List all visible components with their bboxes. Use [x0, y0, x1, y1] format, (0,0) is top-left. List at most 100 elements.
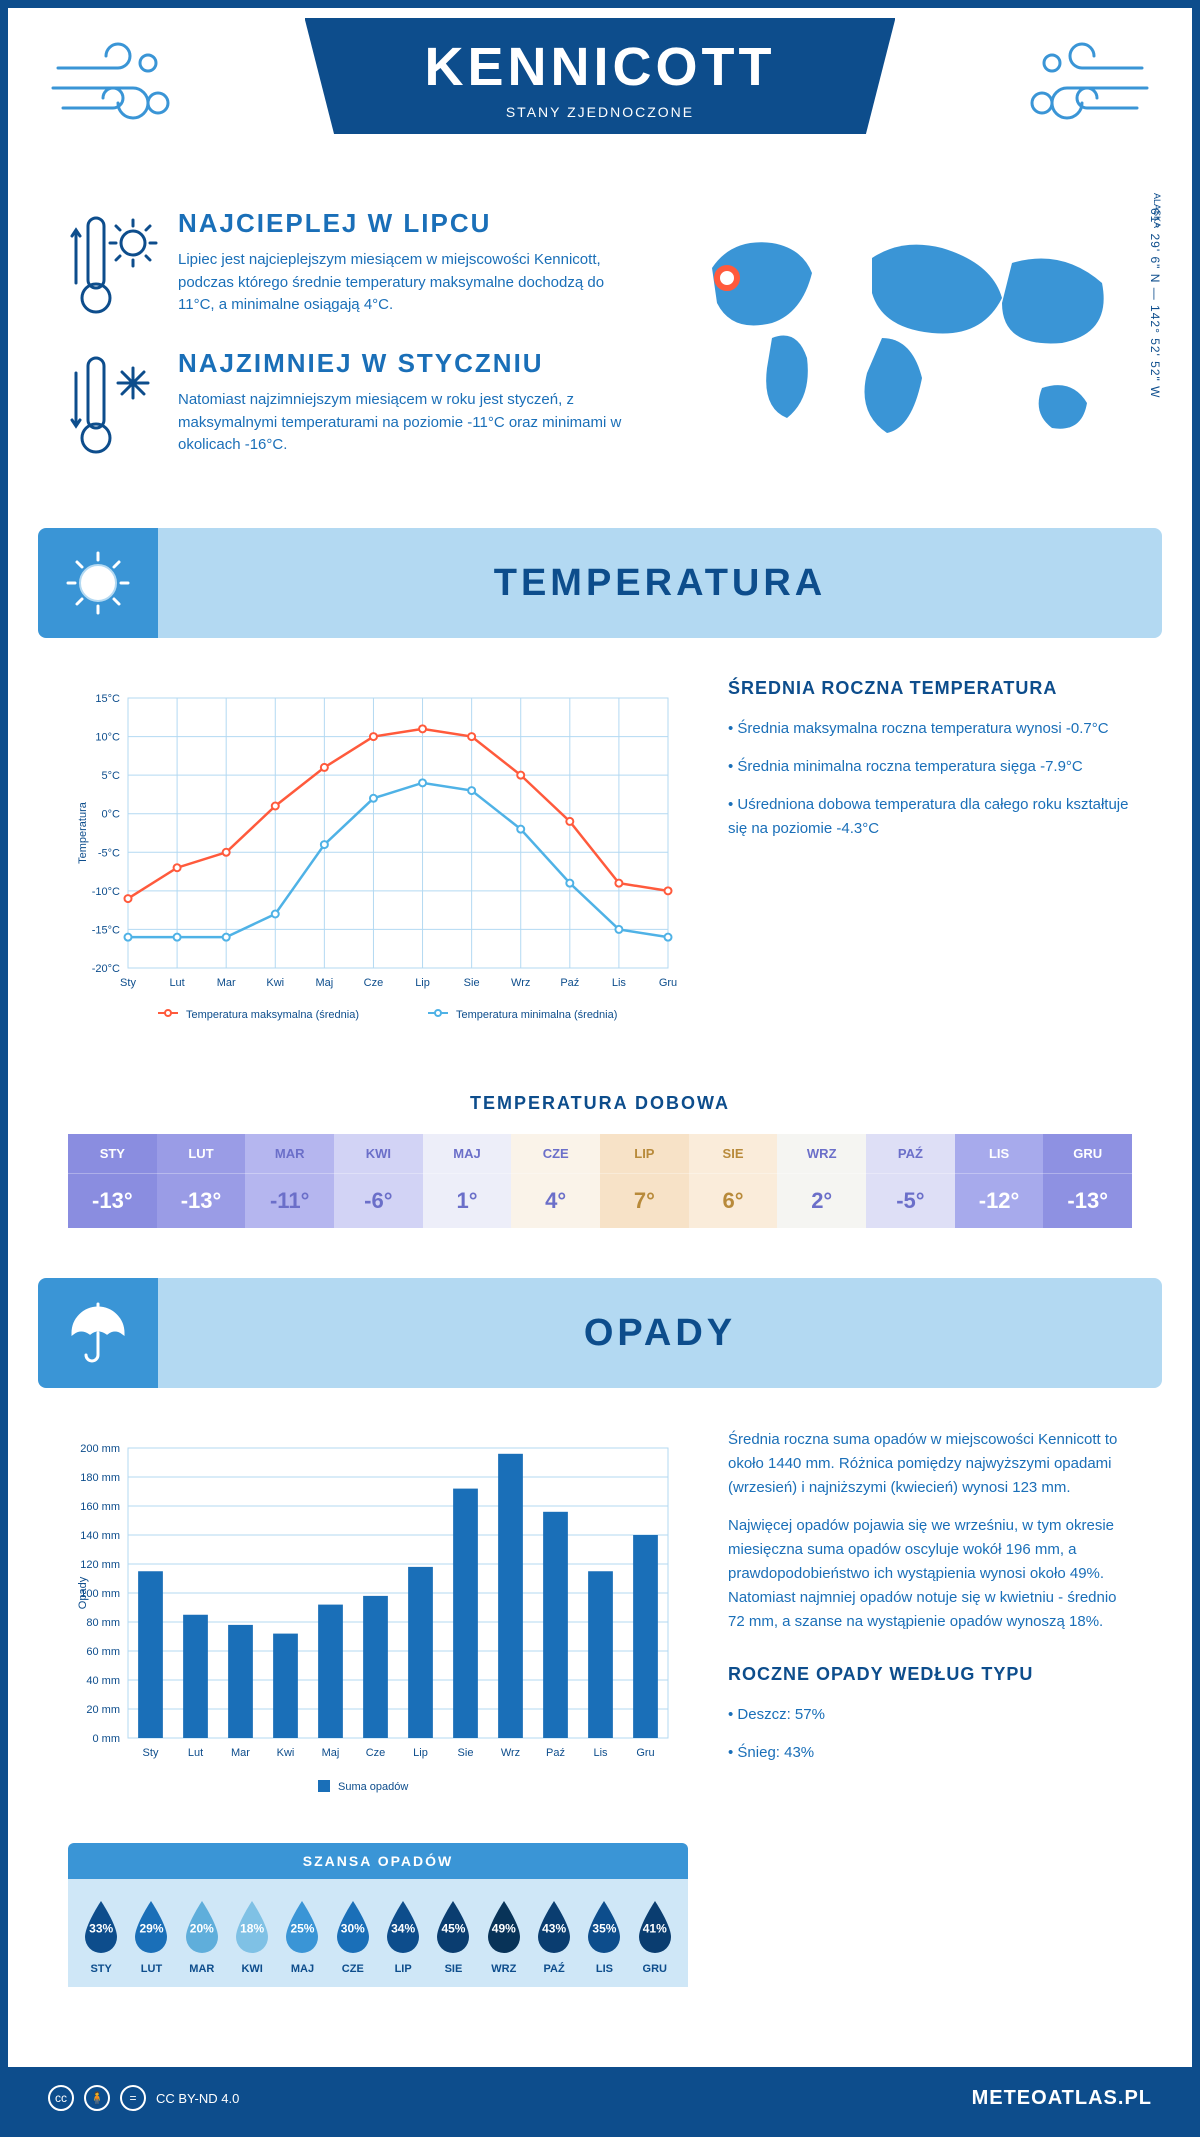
drop-icon: 18% — [230, 1899, 274, 1955]
thermometer-hot-icon — [68, 208, 158, 318]
intro-section: NAJCIEPLEJ W LIPCU Lipiec jest najcieple… — [8, 208, 1192, 528]
drop-icon: 30% — [331, 1899, 375, 1955]
svg-text:-20°C: -20°C — [92, 963, 120, 975]
world-map: ALASKA 61° 29' 6" N — 142° 52' 52" W — [672, 208, 1132, 488]
svg-text:60 mm: 60 mm — [86, 1646, 120, 1658]
thermometer-cold-icon — [68, 348, 158, 458]
precip-title: OPADY — [158, 1312, 1162, 1355]
coldest-text: Natomiast najzimniejszym miesiącem w rok… — [178, 389, 632, 457]
svg-text:15°C: 15°C — [95, 693, 120, 705]
precip-chance-row: 33% STY 29% LUT 20% MAR 18% KWI — [68, 1879, 688, 1987]
drop-icon: 35% — [582, 1899, 626, 1955]
svg-text:Temperatura minimalna (średnia: Temperatura minimalna (średnia) — [456, 1009, 617, 1021]
daily-temp-title: TEMPERATURA DOBOWA — [8, 1093, 1192, 1114]
daily-temp-col: KWI-6° — [334, 1134, 423, 1228]
precip-chance-col: 43% PAŹ — [531, 1899, 577, 1975]
daily-temp-col: PAŹ-5° — [866, 1134, 955, 1228]
svg-text:-10°C: -10°C — [92, 886, 120, 898]
precip-info: Średnia roczna suma opadów w miejscowośc… — [728, 1428, 1132, 1987]
temperature-section-header: TEMPERATURA — [38, 528, 1162, 638]
precip-snow: • Śnieg: 43% — [728, 1741, 1132, 1765]
temp-bullet: • Średnia minimalna roczna temperatura s… — [728, 755, 1132, 779]
daily-temp-col: WRZ2° — [777, 1134, 866, 1228]
chance-title: SZANSA OPADÓW — [68, 1843, 688, 1879]
svg-text:Kwi: Kwi — [277, 1747, 295, 1759]
svg-text:Gru: Gru — [659, 977, 677, 989]
hottest-title: NAJCIEPLEJ W LIPCU — [178, 208, 632, 239]
precip-chance-col: 34% LIP — [380, 1899, 426, 1975]
daily-temp-col: CZE4° — [511, 1134, 600, 1228]
svg-text:80 mm: 80 mm — [86, 1617, 120, 1629]
temperature-info: ŚREDNIA ROCZNA TEMPERATURA • Średnia mak… — [728, 678, 1132, 1043]
precip-text: Najwięcej opadów pojawia się we wrześniu… — [728, 1514, 1132, 1634]
location-title: KENNICOTT — [425, 36, 776, 98]
precip-chance-col: 49% WRZ — [481, 1899, 527, 1975]
svg-text:-5°C: -5°C — [98, 847, 120, 859]
temp-bullet: • Uśredniona dobowa temperatura dla całe… — [728, 793, 1132, 841]
country-subtitle: STANY ZJEDNOCZONE — [425, 104, 776, 120]
precip-chance-col: 35% LIS — [581, 1899, 627, 1975]
svg-text:Mar: Mar — [231, 1747, 250, 1759]
svg-text:-15°C: -15°C — [92, 924, 120, 936]
drop-icon: 29% — [129, 1899, 173, 1955]
svg-text:Kwi: Kwi — [266, 977, 284, 989]
daily-temp-table: STY-13°LUT-13°MAR-11°KWI-6°MAJ1°CZE4°LIP… — [68, 1134, 1132, 1228]
hottest-text: Lipiec jest najcieplejszym miesiącem w m… — [178, 249, 632, 317]
temperature-line-chart: -20°C-15°C-10°C-5°C0°C5°C10°C15°CStyLutM… — [68, 678, 688, 1043]
wind-icon — [1012, 38, 1152, 138]
precip-section-header: OPADY — [38, 1278, 1162, 1388]
precip-chance-col: 33% STY — [78, 1899, 124, 1975]
svg-text:Mar: Mar — [217, 977, 236, 989]
cc-icon: cc — [48, 2085, 74, 2111]
svg-text:Maj: Maj — [322, 1747, 340, 1759]
svg-text:10°C: 10°C — [95, 732, 120, 744]
svg-text:Lis: Lis — [612, 977, 627, 989]
svg-text:Cze: Cze — [364, 977, 384, 989]
svg-text:Lis: Lis — [593, 1747, 608, 1759]
drop-icon: 20% — [180, 1899, 224, 1955]
svg-text:120 mm: 120 mm — [80, 1559, 120, 1571]
coldest-fact: NAJZIMNIEJ W STYCZNIU Natomiast najzimni… — [68, 348, 632, 458]
coordinates: 61° 29' 6" N — 142° 52' 52" W — [1148, 208, 1162, 398]
daily-temp-col: STY-13° — [68, 1134, 157, 1228]
precip-chance-col: 29% LUT — [128, 1899, 174, 1975]
precip-chart-block: 0 mm20 mm40 mm60 mm80 mm100 mm120 mm140 … — [8, 1388, 1192, 2027]
precip-chance-col: 20% MAR — [179, 1899, 225, 1975]
svg-text:0 mm: 0 mm — [93, 1733, 121, 1745]
svg-text:Suma opadów: Suma opadów — [338, 1781, 408, 1793]
precip-chance-col: 41% GRU — [632, 1899, 678, 1975]
header: KENNICOTT STANY ZJEDNOCZONE — [8, 8, 1192, 208]
precip-text: Średnia roczna suma opadów w miejscowośc… — [728, 1428, 1132, 1500]
svg-text:Maj: Maj — [315, 977, 333, 989]
svg-text:Lut: Lut — [188, 1747, 203, 1759]
svg-text:40 mm: 40 mm — [86, 1675, 120, 1687]
svg-text:Lut: Lut — [169, 977, 184, 989]
svg-text:Sie: Sie — [458, 1747, 474, 1759]
svg-text:160 mm: 160 mm — [80, 1501, 120, 1513]
license: cc 🧍 = CC BY-ND 4.0 — [48, 2085, 239, 2111]
svg-text:Sty: Sty — [143, 1747, 159, 1759]
svg-text:0°C: 0°C — [102, 809, 121, 821]
svg-text:Temperatura: Temperatura — [77, 801, 89, 864]
brand: METEOATLAS.PL — [972, 2087, 1152, 2110]
wind-icon — [48, 38, 188, 138]
precip-bar-chart: 0 mm20 mm40 mm60 mm80 mm100 mm120 mm140 … — [68, 1428, 688, 1987]
footer: cc 🧍 = CC BY-ND 4.0 METEOATLAS.PL — [8, 2067, 1192, 2129]
title-banner: KENNICOTT STANY ZJEDNOCZONE — [305, 18, 896, 134]
svg-text:Sie: Sie — [464, 977, 480, 989]
sun-icon — [38, 528, 158, 638]
precip-chance-col: 45% SIE — [430, 1899, 476, 1975]
precip-chance-col: 30% CZE — [330, 1899, 376, 1975]
nd-icon: = — [120, 2085, 146, 2111]
svg-text:Wrz: Wrz — [511, 977, 530, 989]
drop-icon: 43% — [532, 1899, 576, 1955]
daily-temp-col: LIP7° — [600, 1134, 689, 1228]
svg-text:140 mm: 140 mm — [80, 1530, 120, 1542]
coldest-title: NAJZIMNIEJ W STYCZNIU — [178, 348, 632, 379]
daily-temp-col: SIE6° — [689, 1134, 778, 1228]
hottest-fact: NAJCIEPLEJ W LIPCU Lipiec jest najcieple… — [68, 208, 632, 318]
svg-text:Wrz: Wrz — [501, 1747, 520, 1759]
page: KENNICOTT STANY ZJEDNOCZONE NAJCIEPLEJ W… — [0, 0, 1200, 2137]
drop-icon: 34% — [381, 1899, 425, 1955]
license-text: CC BY-ND 4.0 — [156, 2091, 239, 2106]
